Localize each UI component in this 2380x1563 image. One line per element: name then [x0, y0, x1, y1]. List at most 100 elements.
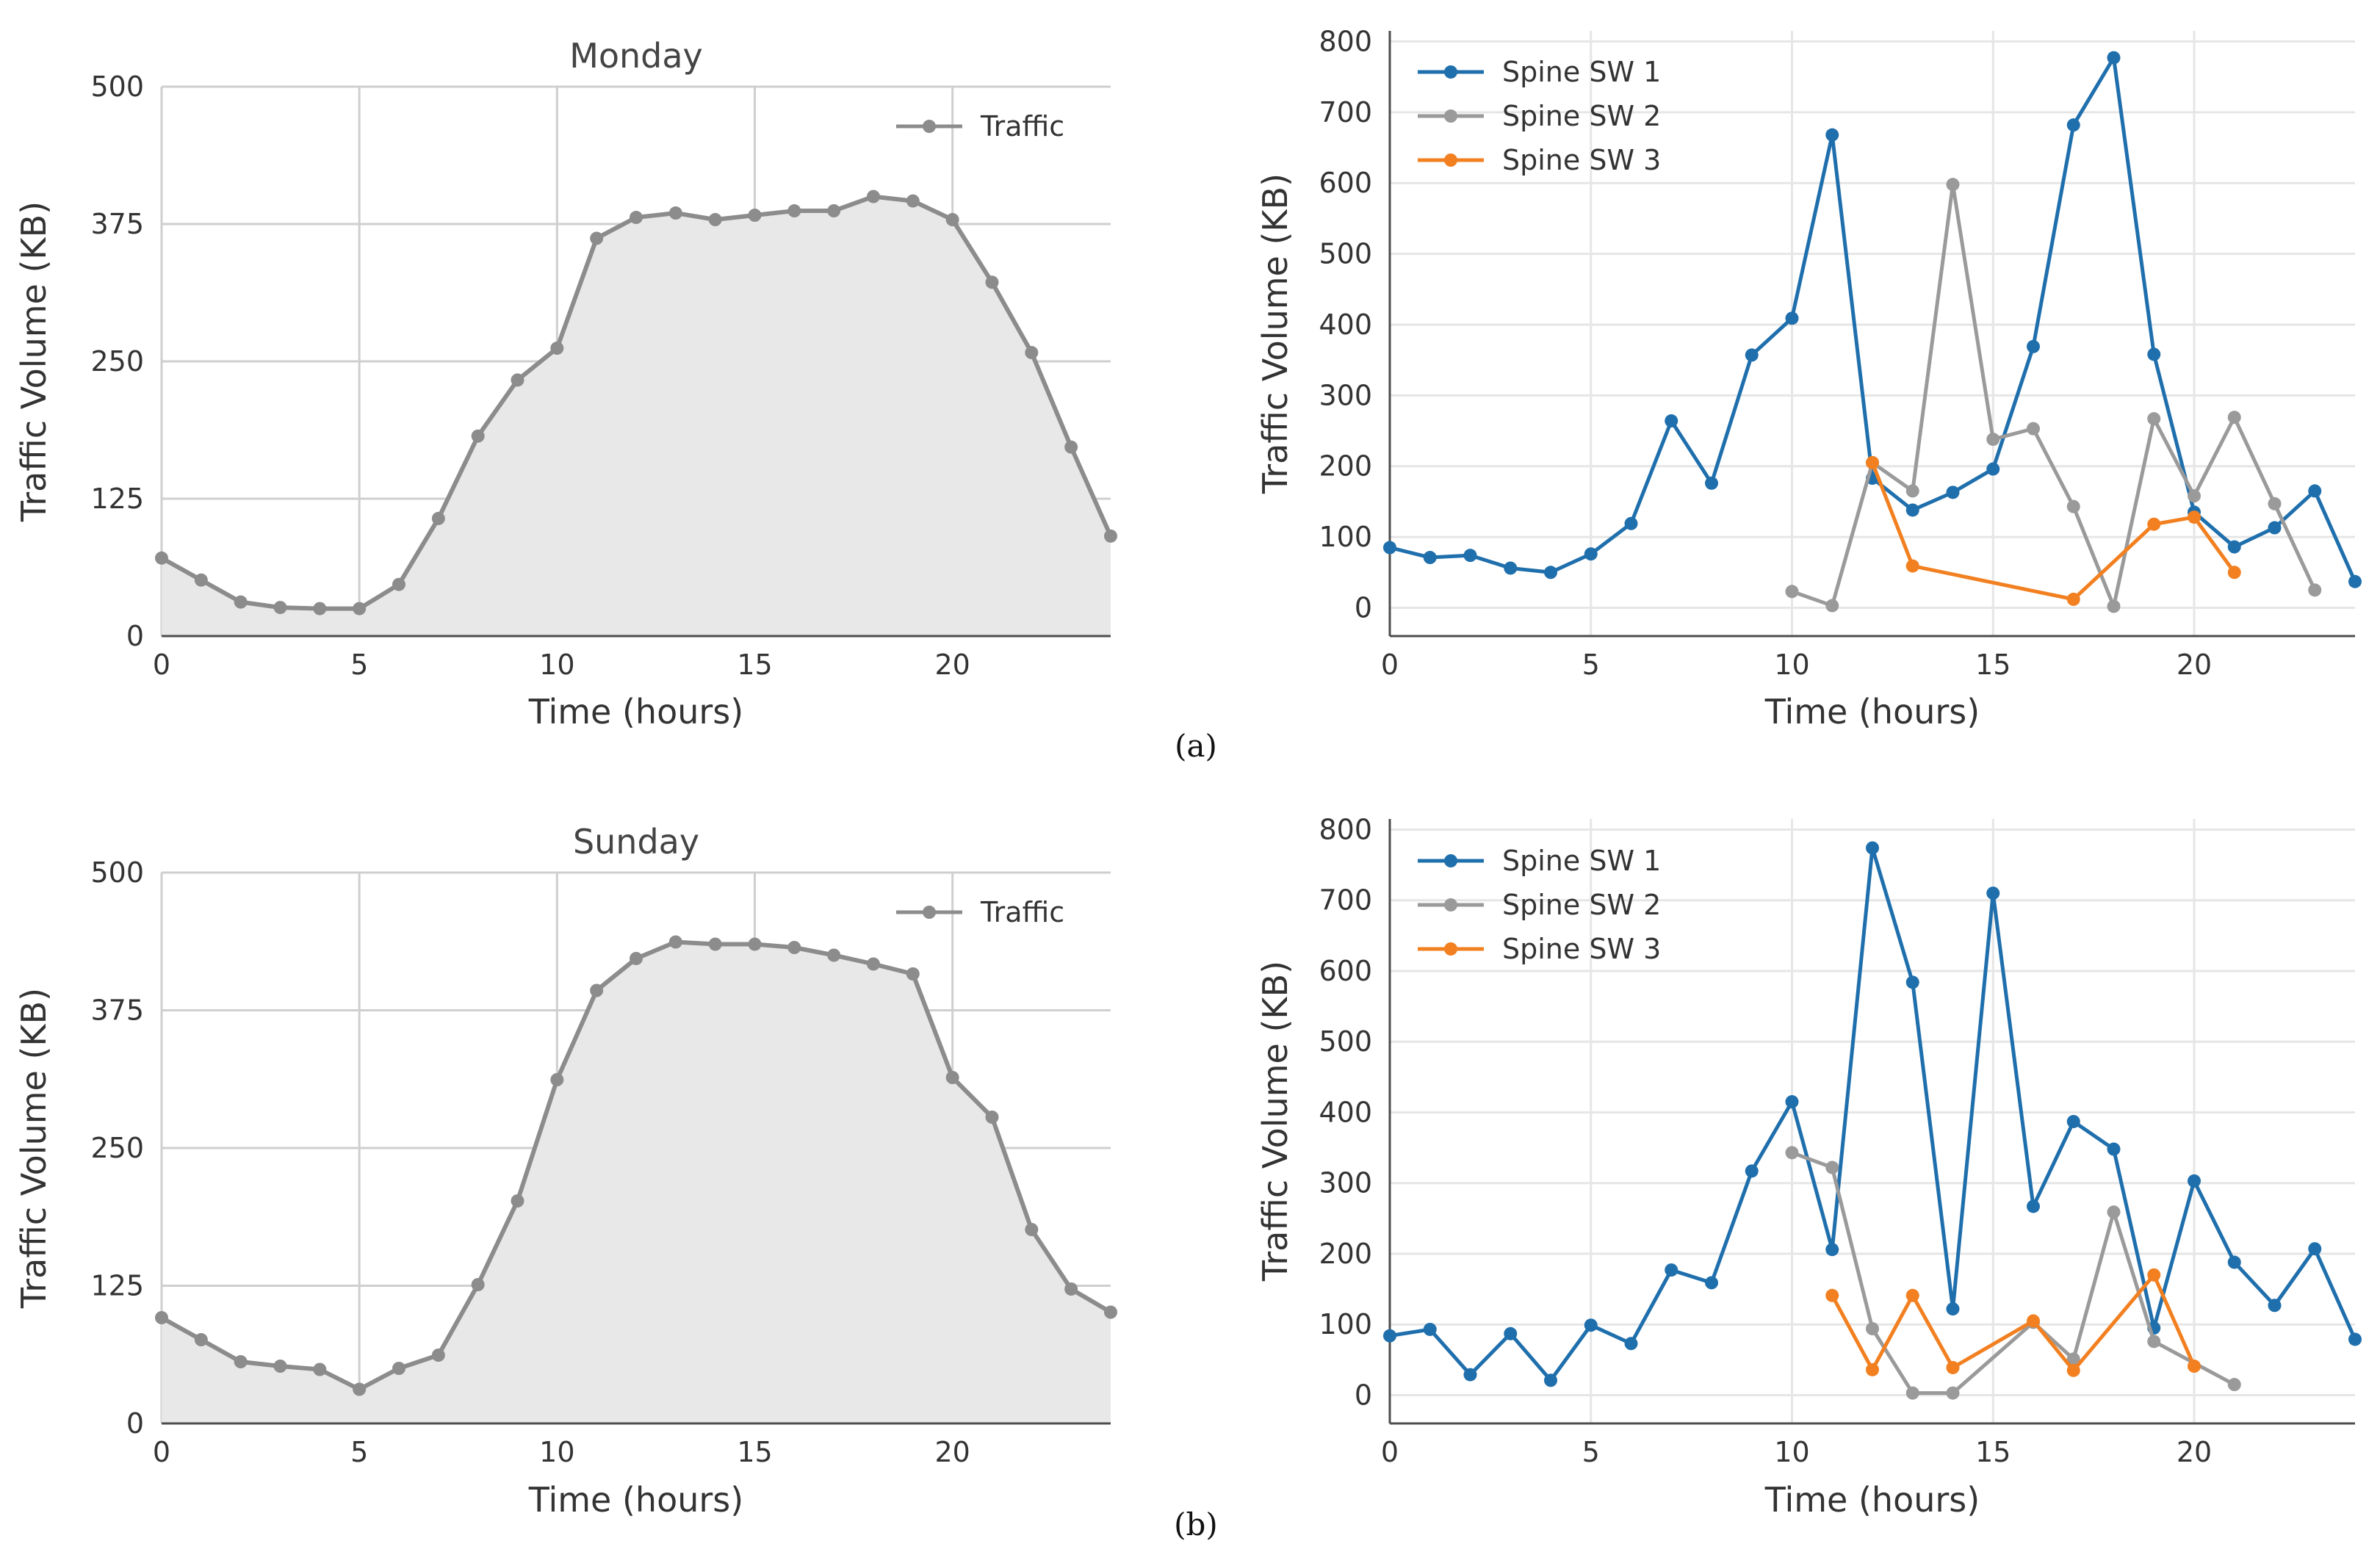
y-tick-label: 0: [1355, 1379, 1372, 1411]
y-axis-label: Traffic Volume (KB): [14, 201, 54, 522]
data-point: [827, 948, 841, 962]
data-point: [2348, 574, 2362, 588]
x-tick-label: 20: [934, 649, 970, 681]
legend-marker: [1444, 942, 1457, 956]
data-point: [1624, 1337, 1638, 1351]
x-tick-label: 5: [1582, 649, 1600, 681]
y-axis-label: Traffic Volume (KB): [1255, 173, 1295, 494]
x-tick-label: 10: [539, 649, 574, 681]
data-point: [2066, 1114, 2080, 1128]
data-point: [2348, 1332, 2362, 1346]
y-tick-label: 250: [90, 1132, 144, 1164]
data-point: [1423, 1322, 1437, 1336]
data-point: [2227, 411, 2241, 425]
data-point: [1584, 547, 1598, 561]
caption-a: (a): [1175, 728, 1217, 764]
data-point: [1866, 455, 1879, 469]
legend-label: Spine SW 2: [1502, 889, 1661, 921]
legend-marker: [1444, 854, 1457, 867]
data-point: [1986, 887, 2000, 900]
data-point: [1825, 128, 1839, 142]
data-point: [1665, 414, 1678, 428]
data-point: [2027, 339, 2040, 353]
x-tick-label: 5: [1582, 1436, 1600, 1468]
series-line-1: [1389, 56, 2357, 582]
x-axis-label: Time (hours): [528, 692, 743, 732]
data-point: [511, 373, 524, 387]
data-point: [2147, 1335, 2161, 1349]
data-point: [985, 275, 999, 289]
data-point: [2066, 118, 2080, 132]
data-point: [155, 551, 168, 565]
x-tick-label: 0: [153, 1436, 170, 1468]
data-point: [1946, 178, 1960, 192]
y-tick-label: 300: [1319, 379, 1372, 411]
x-tick-label: 15: [737, 649, 772, 681]
y-tick-label: 800: [1319, 25, 1372, 57]
data-point: [392, 1362, 405, 1375]
data-point: [2147, 347, 2161, 361]
y-tick-label: 375: [90, 208, 144, 240]
data-point: [2188, 1360, 2201, 1374]
data-point: [1946, 485, 1960, 499]
data-point: [1825, 599, 1839, 613]
x-tick-label: 10: [1774, 1436, 1809, 1468]
data-point: [1905, 1386, 1919, 1400]
legend-label: Spine SW 3: [1502, 933, 1661, 965]
data-point: [1624, 516, 1638, 530]
data-point: [234, 1355, 248, 1368]
data-point: [1745, 1164, 1759, 1178]
x-tick-label: 20: [2177, 1436, 2212, 1468]
data-point: [1986, 433, 2000, 447]
x-tick-label: 5: [350, 1436, 368, 1468]
y-tick-label: 500: [1319, 238, 1372, 270]
data-point: [630, 952, 643, 965]
legend-marker: [1444, 65, 1457, 79]
x-tick-label: 15: [1975, 1436, 2011, 1468]
data-point: [906, 194, 920, 208]
data-point: [1665, 1263, 1678, 1277]
data-point: [2308, 1242, 2322, 1256]
data-point: [353, 602, 367, 616]
data-point: [748, 209, 762, 223]
data-point: [313, 1362, 327, 1376]
data-point: [2066, 1363, 2080, 1377]
data-point: [2147, 1268, 2161, 1282]
data-point: [1383, 541, 1396, 555]
y-tick-label: 700: [1319, 96, 1372, 129]
data-point: [2227, 1378, 2241, 1392]
data-point: [1785, 311, 1799, 325]
data-point: [1025, 1223, 1039, 1236]
data-point: [2308, 484, 2322, 498]
legend-label: Spine SW 1: [1502, 845, 1661, 877]
chart-monday-traffic: 0 5 10 15 20 0 125 250 375 500 Time (hours) Traffic…: [14, 36, 1117, 732]
data-point: [2268, 497, 2282, 510]
data-point: [550, 1073, 564, 1086]
data-point: [1544, 1374, 1557, 1387]
series-line-2: [1791, 1150, 2235, 1396]
data-point: [1463, 1368, 1477, 1382]
y-tick-label: 400: [1319, 308, 1372, 341]
x-tick-label: 15: [1975, 649, 2011, 681]
y-tick-label: 300: [1319, 1167, 1372, 1199]
data-point: [708, 937, 722, 951]
data-point: [1025, 346, 1039, 360]
data-point: [945, 1071, 959, 1084]
data-point: [2107, 1205, 2121, 1219]
data-point: [748, 937, 762, 951]
y-tick-label: 600: [1319, 955, 1372, 987]
data-point: [668, 935, 682, 949]
x-tick-label: 20: [934, 1436, 970, 1468]
legend-marker: [923, 120, 936, 133]
caption-b: (b): [1174, 1506, 1218, 1542]
data-point: [1705, 1276, 1718, 1290]
data-point: [431, 1349, 445, 1362]
y-tick-label: 200: [1319, 1238, 1372, 1270]
legend-marker: [1444, 898, 1457, 912]
chart-title: Monday: [569, 36, 703, 76]
data-point: [1905, 975, 1919, 989]
data-point: [1104, 529, 1117, 543]
data-point: [2066, 499, 2080, 513]
